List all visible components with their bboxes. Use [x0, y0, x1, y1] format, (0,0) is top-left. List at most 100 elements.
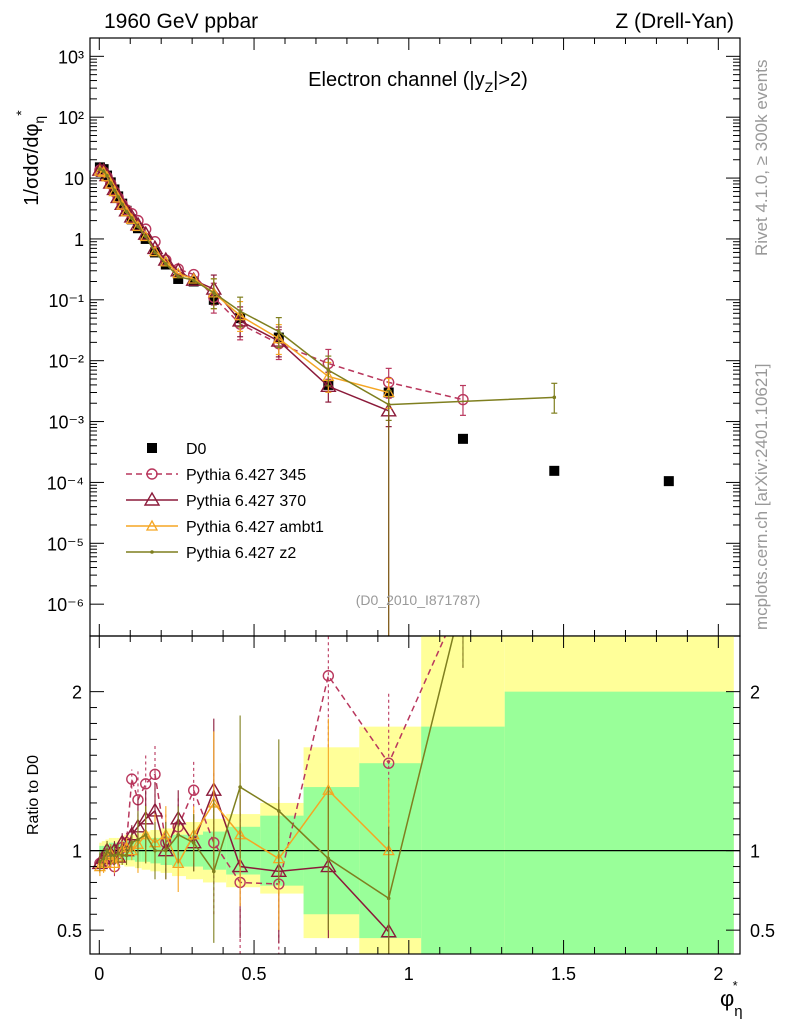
x-tick-label: 1.5 [551, 964, 576, 984]
ratio-point [386, 896, 391, 901]
series-pythia-6-427-345 [94, 164, 469, 416]
mcplots-credit-label: mcplots.cern.ch [arXiv:2401.10621] [752, 363, 771, 630]
series-line [99, 169, 389, 412]
ratio-point [126, 773, 138, 785]
ratio-point [172, 857, 185, 869]
data-point [457, 433, 468, 444]
legend-label: Pythia 6.427 345 [186, 467, 306, 484]
ratio-y-tick-label-right: 0.5 [750, 921, 775, 941]
main-y-tick-label: 10⁻⁶ [47, 595, 84, 615]
data-point [131, 220, 145, 232]
ratio-series-pythia-6-427-z2 [98, 636, 464, 954]
ratio-point [149, 768, 161, 781]
main-y-tick-label: 10⁻³ [48, 413, 84, 433]
main-axis-ticks: 10⁻⁶ 10⁻⁵ 10⁻⁴ 10⁻³ 10⁻² 10⁻¹ 1 10 10² 10³ [47, 37, 740, 636]
x-tick-label: 2 [713, 964, 723, 984]
legend-label: Pythia 6.427 370 [186, 493, 306, 510]
data-point [164, 262, 168, 266]
x-tick-label: 0.5 [242, 964, 267, 984]
main-y-tick-label: 10⁻¹ [48, 291, 84, 311]
data-point [173, 273, 184, 284]
legend: D0 Pythia 6.427 345 Pythia 6.427 370 Pythia… [126, 441, 324, 562]
analysis-watermark: (D0_2010_I871787) [356, 592, 481, 608]
data-point [104, 177, 117, 189]
legend-marker [146, 468, 158, 480]
ratio-point [105, 848, 109, 853]
data-point [549, 465, 560, 476]
ratio-point [277, 809, 281, 813]
uncertainty-band-inner [421, 726, 505, 954]
ratio-point [108, 853, 113, 858]
data-point [326, 368, 331, 372]
ratio-point [136, 837, 140, 842]
data-point [212, 291, 216, 295]
data-point [120, 202, 124, 207]
main-y-tick-label: 10² [58, 108, 84, 128]
ratio-y-tick-label: 2 [72, 683, 82, 703]
ratio-line [99, 788, 390, 933]
data-point [136, 224, 140, 229]
data-point [143, 234, 148, 239]
ratio-point [212, 869, 216, 874]
ratio-point [326, 856, 331, 861]
data-point [139, 230, 152, 242]
legend-marker [150, 550, 154, 554]
data-point [277, 329, 281, 334]
series-pythia-6-427-370 [91, 161, 397, 428]
ratio-point [140, 778, 152, 790]
data-point [112, 191, 125, 203]
ratio-y-axis-label: Ratio to D0 [25, 755, 42, 835]
legend-marker [143, 491, 161, 506]
ratio-point [108, 857, 121, 869]
data-point [101, 169, 106, 173]
ratio-point [116, 852, 120, 856]
ratio-frame [89, 635, 741, 955]
ratio-axis-ticks: 0.5 0.5 1 1 2 2 0 0.5 1 1.5 2 [57, 636, 775, 984]
data-point [187, 272, 200, 284]
main-y-tick-label: 10⁻² [48, 352, 84, 372]
ratio-point [176, 832, 181, 837]
data-point [120, 205, 133, 217]
header-left: 1960 GeV ppbar [104, 10, 258, 33]
ratio-point [129, 840, 134, 845]
legend-marker [145, 519, 159, 531]
main-panel: 10⁻⁶ 10⁻⁵ 10⁻⁴ 10⁻³ 10⁻² 10⁻¹ 1 10 10² 10³ Electr… [13, 37, 741, 637]
data-point [148, 245, 162, 257]
data-point [108, 181, 113, 186]
data-point [552, 395, 557, 400]
legend-label: D0 [186, 441, 207, 458]
data-point [116, 195, 120, 199]
main-y-tick-label: 10 [64, 169, 84, 189]
ratio-y-tick-label-right: 2 [750, 683, 760, 703]
ratio-point [153, 848, 157, 853]
ratio-y-tick-label-right: 1 [750, 842, 760, 862]
ratio-point [322, 670, 335, 682]
data-point [100, 170, 114, 182]
data-point [105, 173, 109, 178]
data-point [457, 393, 469, 406]
rivet-version-label: Rivet 4.1.0, ≥ 300k events [752, 59, 771, 256]
ratio-point [187, 784, 200, 796]
ratio-point [238, 785, 242, 789]
header-right: Z (Drell-Yan) [615, 10, 734, 33]
main-y-tick-label: 1 [74, 230, 84, 250]
legend-label: Pythia 6.427 z2 [186, 545, 296, 562]
ratio-point [101, 856, 106, 861]
main-title: Electron channel (|yZ|>2) [308, 69, 528, 95]
main-data-layer [91, 161, 674, 636]
ratio-panel: 0.5 0.5 1 1 2 2 0 0.5 1 1.5 2 Ratio to D0 φη* [25, 635, 775, 1020]
main-y-axis-label: 1/σdσ/dφη* [13, 110, 47, 206]
x-tick-label: 0 [94, 964, 104, 984]
data-point [153, 250, 157, 255]
ratio-point [98, 859, 102, 864]
ratio-point [382, 757, 395, 769]
main-y-tick-label: 10⁻⁵ [47, 534, 84, 554]
ratio-point [120, 853, 124, 858]
data-point [176, 274, 181, 279]
ratio-point [164, 848, 168, 853]
data-point [191, 278, 196, 282]
x-axis-label: φη* [720, 978, 743, 1020]
x-tick-label: 1 [404, 964, 414, 984]
data-point [98, 167, 102, 171]
ratio-point [112, 853, 117, 858]
